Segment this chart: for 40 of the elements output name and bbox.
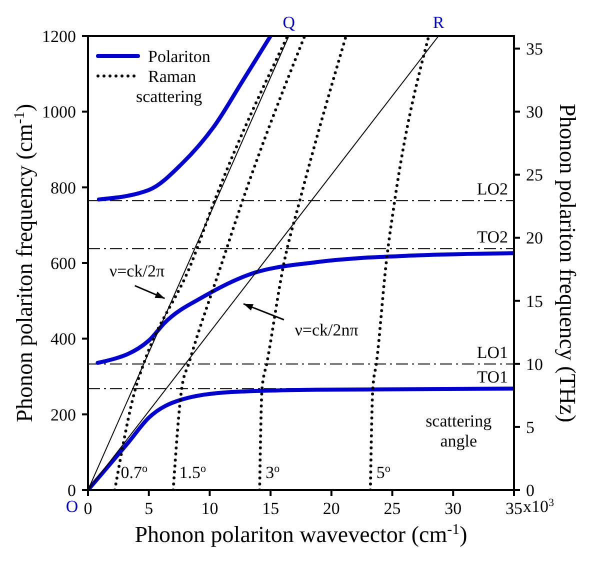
- y-tick-label: 1200: [42, 26, 76, 46]
- annotation: scattering angle: [426, 411, 492, 450]
- y-tick-label: 800: [50, 178, 76, 198]
- annotation: ν=ck/2nπ: [294, 320, 359, 340]
- annotation: R: [432, 13, 445, 32]
- ref-line-label: LO1: [476, 343, 508, 362]
- annotation: 0.7$^{o}$: [120, 463, 148, 482]
- x-tick-label: 30: [444, 499, 462, 518]
- annotation: 3$^{o}$: [266, 463, 280, 482]
- y2-axis-title: Phonon polariton frequency (THz): [555, 104, 580, 422]
- y2-tick-label: 20: [526, 228, 543, 248]
- x-tick-label: 10: [201, 499, 218, 518]
- ref-line-label: TO1: [477, 368, 508, 387]
- y-tick-label: 600: [50, 254, 76, 273]
- legend-label: Polariton: [148, 46, 211, 66]
- annotation: ν=ck/2π: [109, 262, 165, 281]
- y2-tick-label: 15: [526, 292, 543, 311]
- x-tick-label: 15: [262, 499, 280, 518]
- x-tick-label: 25: [384, 499, 401, 518]
- annotation: 5$^{o}$: [376, 463, 391, 482]
- annotation: O: [66, 497, 78, 516]
- y2-tick-label: 5: [526, 418, 534, 437]
- x-tick-label: 5: [144, 499, 154, 518]
- ref-line-label: TO2: [477, 228, 508, 247]
- y-tick-label: 0: [68, 480, 76, 500]
- y-tick-label: 200: [50, 405, 76, 424]
- y-tick-label: 1000: [42, 102, 76, 122]
- x-tick-label: 20: [322, 499, 340, 518]
- legend-label: Raman scattering: [136, 66, 203, 106]
- y-tick-label: 400: [50, 330, 76, 349]
- y2-tick-label: 25: [526, 166, 543, 185]
- annotation: Q: [282, 13, 295, 32]
- y2-tick-label: 35: [526, 40, 543, 59]
- y2-tick-label: 10: [526, 354, 543, 374]
- y2-tick-label: 30: [526, 102, 543, 122]
- x-axis-title: Phonon polariton wavevector (cm$^{-1}$): [134, 522, 468, 547]
- ref-line-label: LO2: [476, 180, 508, 199]
- x-tick-label: 0: [84, 499, 92, 518]
- annotation: 1.5$^{o}$: [179, 463, 206, 482]
- x-tick-label: 35: [506, 499, 522, 518]
